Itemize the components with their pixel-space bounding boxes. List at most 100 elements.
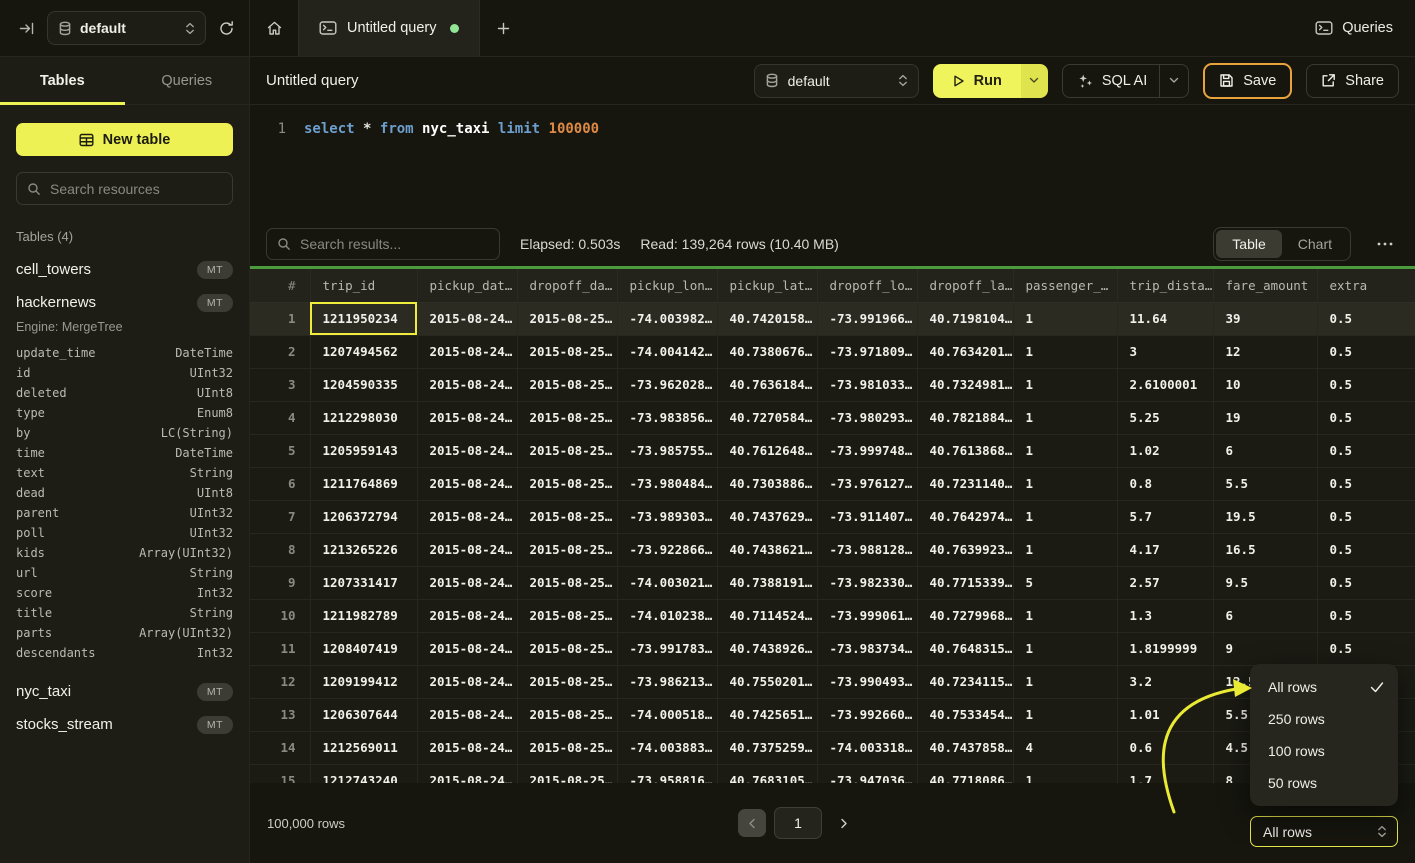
sidebar-tab-queries[interactable]: Queries xyxy=(161,72,213,89)
table-cell[interactable]: 2.6100001 xyxy=(1117,368,1214,402)
table-cell[interactable]: 1204590335 xyxy=(310,368,418,402)
table-cell[interactable]: 2015-08-25… xyxy=(517,533,618,567)
table-cell[interactable]: 40.7438926… xyxy=(717,632,818,666)
table-cell[interactable]: -73.989303… xyxy=(617,500,718,534)
table-cell[interactable]: 11.64 xyxy=(1117,302,1214,336)
column-header-extra[interactable]: extra xyxy=(1317,269,1415,303)
table-cell[interactable]: 40.7438621… xyxy=(717,533,818,567)
table-cell[interactable]: 1.3 xyxy=(1117,599,1214,633)
table-cell[interactable]: 0.8 xyxy=(1117,467,1214,501)
table-cell[interactable]: 40.7380676… xyxy=(717,335,818,369)
table-cell[interactable]: 2015-08-24… xyxy=(417,401,518,435)
table-cell[interactable]: 40.7425651… xyxy=(717,698,818,732)
table-cell[interactable]: 2015-08-24… xyxy=(417,764,518,783)
sidebar-table-nyc-taxi[interactable]: nyc_taxi MT xyxy=(16,675,233,708)
column-header-pickup_dat[interactable]: pickup_dat… xyxy=(417,269,518,303)
query-database-selector[interactable]: default xyxy=(753,63,919,98)
table-cell[interactable]: 10 xyxy=(1213,368,1318,402)
table-cell[interactable]: 2015-08-24… xyxy=(417,335,518,369)
table-cell[interactable]: 40.7437629… xyxy=(717,500,818,534)
table-cell[interactable]: 1 xyxy=(1013,500,1118,534)
row-number-cell[interactable]: 9 xyxy=(250,566,311,600)
table-cell[interactable]: -73.911407… xyxy=(817,500,918,534)
database-selector[interactable]: default xyxy=(47,11,206,45)
table-cell[interactable]: 1209199412 xyxy=(310,665,418,699)
row-number-cell[interactable]: 3 xyxy=(250,368,311,402)
table-cell[interactable]: 1 xyxy=(1013,698,1118,732)
table-cell[interactable]: 40.7612648… xyxy=(717,434,818,468)
table-cell[interactable]: 1 xyxy=(1013,533,1118,567)
sql-ai-options-button[interactable] xyxy=(1159,64,1188,97)
table-cell[interactable]: -73.922866… xyxy=(617,533,718,567)
table-cell[interactable]: -73.980484… xyxy=(617,467,718,501)
column-header-passenger[interactable]: passenger_… xyxy=(1013,269,1118,303)
table-cell[interactable]: 1207494562 xyxy=(310,335,418,369)
table-cell[interactable]: 2.57 xyxy=(1117,566,1214,600)
table-cell[interactable]: 3.2 xyxy=(1117,665,1214,699)
table-cell[interactable]: 2015-08-24… xyxy=(417,500,518,534)
table-cell[interactable]: 1206307644 xyxy=(310,698,418,732)
table-cell[interactable]: 2015-08-24… xyxy=(417,302,518,336)
column-header-fare_amount[interactable]: fare_amount xyxy=(1213,269,1318,303)
table-cell[interactable]: -74.003982… xyxy=(617,302,718,336)
table-cell[interactable]: 9 xyxy=(1213,632,1318,666)
table-cell[interactable]: -73.976127… xyxy=(817,467,918,501)
table-cell[interactable]: 40.7420158… xyxy=(717,302,818,336)
table-cell[interactable]: 1207331417 xyxy=(310,566,418,600)
table-cell[interactable]: 2015-08-24… xyxy=(417,665,518,699)
table-cell[interactable]: 2015-08-25… xyxy=(517,566,618,600)
table-cell[interactable]: 2015-08-25… xyxy=(517,665,618,699)
table-cell[interactable]: 2015-08-25… xyxy=(517,599,618,633)
table-cell[interactable]: 2015-08-25… xyxy=(517,434,618,468)
run-options-button[interactable] xyxy=(1020,63,1048,98)
table-cell[interactable]: 0.5 xyxy=(1317,434,1415,468)
table-cell[interactable]: 40.7634201… xyxy=(917,335,1014,369)
row-number-cell[interactable]: 13 xyxy=(250,698,311,732)
row-number-cell[interactable]: 4 xyxy=(250,401,311,435)
table-cell[interactable]: -73.990493… xyxy=(817,665,918,699)
new-tab-button[interactable] xyxy=(480,0,526,56)
table-cell[interactable]: 1205959143 xyxy=(310,434,418,468)
column-header-row-number[interactable]: # xyxy=(250,269,311,303)
table-cell[interactable]: 4.17 xyxy=(1117,533,1214,567)
table-cell[interactable]: 16.5 xyxy=(1213,533,1318,567)
table-cell[interactable]: -73.983734… xyxy=(817,632,918,666)
results-search-input[interactable] xyxy=(300,236,489,252)
table-cell[interactable]: 40.7114524… xyxy=(717,599,818,633)
tab-untitled-query[interactable]: Untitled query xyxy=(298,0,481,56)
table-cell[interactable]: -73.992660… xyxy=(817,698,918,732)
table-cell[interactable]: -73.991783… xyxy=(617,632,718,666)
page-size-option-100-rows[interactable]: 100 rows xyxy=(1250,735,1398,767)
table-cell[interactable]: 40.7639923… xyxy=(917,533,1014,567)
view-tab-chart[interactable]: Chart xyxy=(1297,236,1332,252)
table-cell[interactable]: -74.003883… xyxy=(617,731,718,765)
table-cell[interactable]: 2015-08-25… xyxy=(517,368,618,402)
column-header-dropoff_lo[interactable]: dropoff_lo… xyxy=(817,269,918,303)
table-cell[interactable]: 5 xyxy=(1013,566,1118,600)
current-page-button[interactable]: 1 xyxy=(774,807,822,839)
table-cell[interactable]: -73.991966… xyxy=(817,302,918,336)
table-cell[interactable]: 2015-08-24… xyxy=(417,698,518,732)
table-cell[interactable]: 40.7303886… xyxy=(717,467,818,501)
table-cell[interactable]: 0.6 xyxy=(1117,731,1214,765)
table-cell[interactable]: 40.7683105… xyxy=(717,764,818,783)
more-options-icon[interactable] xyxy=(1371,242,1399,246)
table-cell[interactable]: -73.962028… xyxy=(617,368,718,402)
table-cell[interactable]: -74.003318… xyxy=(817,731,918,765)
table-cell[interactable]: 40.7231140… xyxy=(917,467,1014,501)
table-cell[interactable]: 0.5 xyxy=(1317,533,1415,567)
table-cell[interactable]: -73.980293… xyxy=(817,401,918,435)
table-cell[interactable]: 2015-08-24… xyxy=(417,467,518,501)
row-number-cell[interactable]: 12 xyxy=(250,665,311,699)
table-cell[interactable]: 2015-08-25… xyxy=(517,335,618,369)
table-cell[interactable]: 2015-08-25… xyxy=(517,401,618,435)
column-header-trip_id[interactable]: trip_id xyxy=(310,269,418,303)
new-table-button[interactable]: New table xyxy=(16,123,233,156)
table-cell[interactable]: 2015-08-24… xyxy=(417,731,518,765)
table-cell[interactable]: 0.5 xyxy=(1317,467,1415,501)
table-cell[interactable]: -73.985755… xyxy=(617,434,718,468)
table-cell[interactable]: 39 xyxy=(1213,302,1318,336)
table-cell[interactable]: 2015-08-24… xyxy=(417,434,518,468)
table-cell[interactable]: 1.02 xyxy=(1117,434,1214,468)
queries-button[interactable]: Queries xyxy=(1293,0,1415,56)
